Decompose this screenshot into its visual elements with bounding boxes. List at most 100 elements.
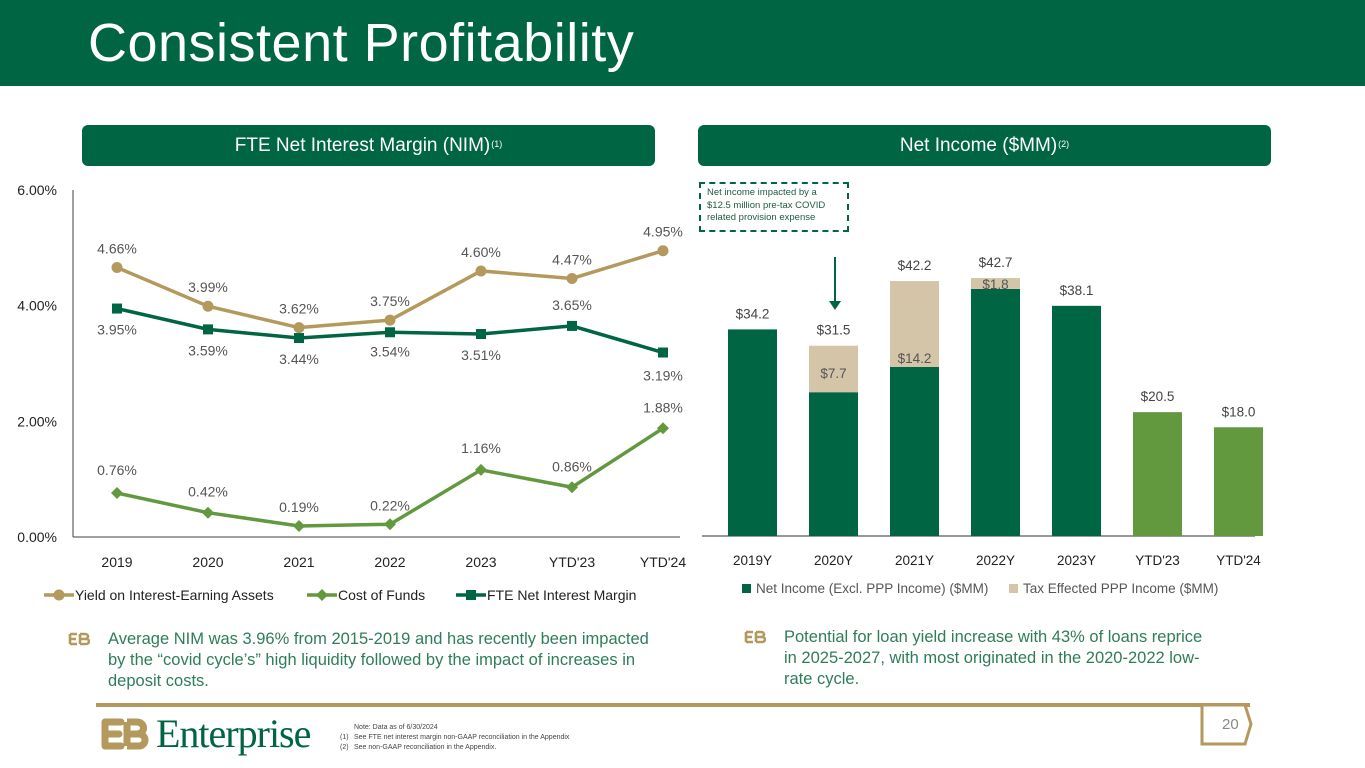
y-tick-label: 0.00%	[17, 529, 57, 545]
data-point	[111, 261, 123, 273]
x-tick-label: 2020Y	[814, 553, 853, 568]
eb-bullet-icon	[744, 630, 766, 644]
x-tick-label: 2021	[283, 554, 314, 570]
page-number: 20	[1222, 716, 1239, 733]
data-label: 3.59%	[188, 342, 228, 358]
x-tick-label: YTD'23	[1135, 553, 1180, 568]
covid-callout: Net income impacted by a $12.5 million p…	[699, 182, 849, 232]
total-label: $42.7	[979, 255, 1013, 270]
data-label: 3.75%	[370, 293, 410, 309]
total-label: $31.5	[817, 323, 851, 338]
data-point	[202, 506, 214, 519]
x-tick-label: 2022	[374, 554, 405, 570]
enterprise-logo: Enterprise	[100, 710, 311, 757]
total-label: $42.2	[898, 258, 932, 273]
loan-bullet: Potential for loan yield increase with 4…	[744, 627, 1214, 690]
footnotes: Note: Data as of 6/30/2024 (1) See FTE ne…	[340, 723, 569, 753]
data-label: 3.54%	[370, 343, 410, 359]
legend-label: FTE Net Interest Margin	[487, 587, 636, 603]
title-bar: Consistent Profitability	[0, 0, 1365, 86]
segment-label: $1.8	[982, 277, 1008, 292]
bar-ppp-income	[890, 281, 939, 367]
legend-swatch	[742, 584, 751, 593]
logo-wordmark: Enterprise	[156, 711, 311, 756]
data-label: 4.47%	[552, 251, 592, 267]
data-label: 3.62%	[279, 301, 319, 317]
data-label: 1.16%	[461, 440, 501, 456]
legend-marker	[466, 590, 476, 600]
net-income-header-text: Net Income ($MM)	[899, 134, 1058, 156]
total-label: $38.1	[1060, 283, 1094, 298]
x-tick-label: YTD'24	[640, 554, 686, 570]
segment-label: $14.2	[898, 351, 932, 366]
footnote-text: See non-GAAP reconciliation in the Appen…	[354, 744, 497, 751]
bar-net-income	[1052, 305, 1101, 536]
data-point	[567, 320, 577, 331]
data-label: 3.19%	[643, 368, 683, 384]
eb-bullet-icon	[68, 632, 90, 646]
data-point	[475, 265, 487, 277]
eb-logo-icon	[101, 718, 149, 749]
net-income-header-footnote: (2)	[1058, 138, 1070, 149]
legend-marker	[316, 589, 328, 601]
x-tick-label: YTD'24	[1216, 553, 1261, 568]
nim-header-text: FTE Net Interest Margin (NIM)	[234, 134, 491, 156]
data-label: 3.44%	[279, 351, 319, 367]
data-point	[475, 463, 487, 476]
y-tick-label: 6.00%	[17, 182, 57, 198]
data-point	[111, 487, 123, 500]
x-tick-label: 2021Y	[895, 553, 934, 568]
y-tick-label: 4.00%	[17, 298, 57, 314]
data-point	[657, 245, 669, 257]
data-label: 3.65%	[552, 297, 592, 313]
data-point	[384, 314, 396, 326]
page-title: Consistent Profitability	[88, 13, 635, 73]
x-tick-label: 2022Y	[976, 553, 1015, 568]
data-point	[657, 422, 669, 435]
data-label: 4.66%	[97, 240, 137, 256]
data-point	[566, 272, 578, 284]
bar-net-income	[809, 392, 858, 536]
data-label: 3.95%	[97, 322, 137, 338]
x-tick-label: 2019Y	[733, 553, 772, 568]
data-point	[566, 481, 578, 494]
y-tick-label: 2.00%	[17, 413, 57, 429]
bar-net-income	[728, 329, 777, 536]
data-point	[476, 329, 486, 340]
total-label: $18.0	[1222, 404, 1256, 419]
nim-line-chart: 0.00% 2.00% 4.00% 6.00% 2019 2020 2021 2022 2023…	[17, 182, 686, 603]
legend-swatch	[1009, 584, 1018, 593]
legend-label: Tax Effected PPP Income ($MM)	[1023, 581, 1218, 596]
total-label: $20.5	[1141, 389, 1175, 404]
callout-arrow-head-icon	[829, 301, 841, 310]
data-point	[293, 322, 305, 334]
x-tick-label: 2019	[101, 554, 132, 570]
data-label: 0.22%	[370, 497, 410, 513]
footnote-text: Note: Data as of 6/30/2024	[354, 724, 438, 731]
legend-marker	[53, 589, 65, 601]
net-income-bar-chart: $34.2 2019Y $7.7 $31.5 2020Y $14.2 $42.2 2021Y $…	[702, 255, 1263, 596]
data-label: 0.42%	[188, 484, 228, 500]
legend-label: Net Income (Excl. PPP Income) ($MM)	[756, 581, 988, 596]
data-label: 4.60%	[461, 244, 501, 260]
footnote-row: Note: Data as of 6/30/2024	[340, 723, 569, 733]
footer-divider	[96, 703, 1250, 707]
data-label: 1.88%	[643, 399, 683, 415]
data-point	[203, 324, 213, 335]
bar-net-income	[1214, 427, 1263, 536]
nim-bullet-text: Average NIM was 3.96% from 2015-2019 and…	[108, 630, 649, 690]
data-point	[112, 303, 122, 314]
net-income-section-header: Net Income ($MM) (2)	[698, 125, 1271, 166]
legend-label: Yield on Interest-Earning Assets	[75, 587, 274, 603]
data-point	[202, 300, 214, 312]
bar-net-income	[971, 288, 1020, 536]
x-tick-label: 2023Y	[1057, 553, 1096, 568]
data-label: 0.86%	[552, 458, 592, 474]
page-number-frame	[1200, 703, 1253, 746]
data-label: 0.19%	[279, 499, 319, 515]
nim-header-footnote: (1)	[491, 138, 503, 149]
data-label: 0.76%	[97, 462, 137, 478]
data-point	[658, 347, 668, 358]
footnote-row: (1) See FTE net interest margin non-GAAP …	[340, 733, 569, 743]
bar-ppp-income	[971, 278, 1020, 289]
